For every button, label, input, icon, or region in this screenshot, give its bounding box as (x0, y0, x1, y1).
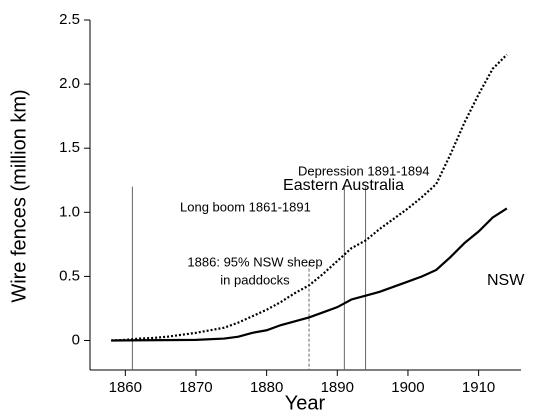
annotation: Depression 1891-1894 (298, 163, 430, 178)
y-tick-label: 1.0 (59, 203, 80, 220)
y-tick-label: 0 (72, 331, 80, 348)
y-tick-label: 1.5 (59, 139, 80, 156)
series-line (111, 53, 508, 342)
y-tick-label: 2.5 (59, 11, 80, 28)
annotation: in paddocks (220, 272, 290, 287)
x-tick-label: 1870 (179, 379, 212, 396)
x-tick-label: 1900 (391, 379, 424, 396)
y-axis-label: Wire fences (million km) (8, 89, 30, 302)
y-tick-label: 2.0 (59, 75, 80, 92)
x-tick-label: 1880 (250, 379, 283, 396)
series-label: NSW (487, 272, 525, 289)
x-tick-label: 1910 (462, 379, 495, 396)
x-tick-label: 1860 (109, 379, 142, 396)
annotation: 1886: 95% NSW sheep (187, 254, 322, 269)
series-label: Eastern Australia (283, 177, 404, 194)
x-axis-label: Year (285, 392, 326, 414)
y-tick-label: 0.5 (59, 267, 80, 284)
x-tick-label: 1890 (321, 379, 354, 396)
annotation: Long boom 1861-1891 (180, 199, 311, 214)
series-line (111, 207, 508, 342)
